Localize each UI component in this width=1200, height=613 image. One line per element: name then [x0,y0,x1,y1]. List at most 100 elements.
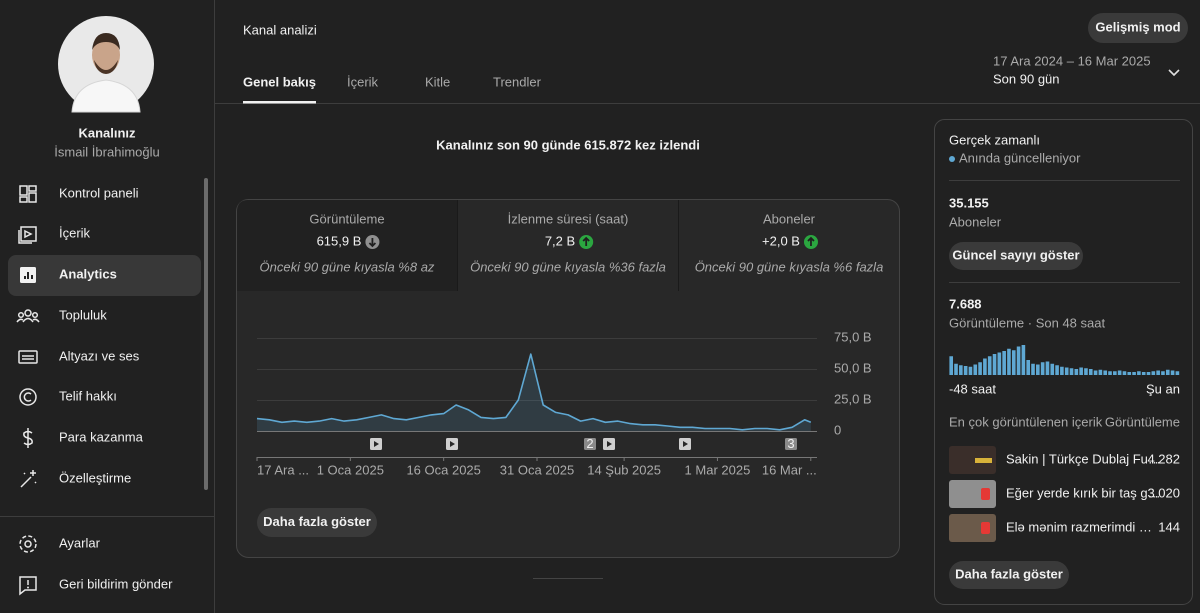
video-marker[interactable] [679,438,691,450]
content-views: 144 [1158,519,1180,534]
bar [1064,367,1069,375]
bar [1055,365,1059,375]
metric-comparison: Önceki 90 güne kıyasla %8 az [260,259,435,274]
bar [1021,345,1026,375]
bar [1060,366,1064,375]
channel-title: Kanalınız [78,125,136,140]
bar [1040,362,1045,375]
top-content-row[interactable]: Elə mənim razmerimdi … 144 [949,514,1180,542]
content-views: 4.282 [1147,451,1180,466]
advanced-mode-button[interactable] [1088,13,1188,43]
nav-icon [20,226,37,242]
channel-owner: İsmail İbrahimoğlu [54,144,160,159]
bar [1161,371,1165,375]
nav-item[interactable]: Para kazanma [23,428,144,448]
bar [1069,368,1074,375]
y-tick-label: 0 [834,422,841,437]
bar [1036,364,1040,375]
bar [1146,372,1151,375]
bar [1122,371,1127,375]
video-count-box [584,438,596,450]
bar [978,362,982,375]
tab[interactable]: Kitle [425,74,450,89]
video-marker[interactable] [370,438,382,450]
nav-item[interactable]: Telif hakkı [19,388,117,406]
realtime-card [934,119,1193,605]
bar [949,356,954,375]
tab[interactable]: Trendler [493,74,542,89]
period-dropdown[interactable] [1168,69,1180,77]
bar [968,366,973,375]
bar [1151,371,1156,375]
nav-icon [27,272,29,279]
nav-icon [17,311,25,319]
period: Son 90 gün [993,71,1060,86]
nav-label: Altyazı ve ses [59,348,140,363]
nav-item[interactable]: Topluluk [16,307,107,323]
bar [992,354,997,375]
footer-label: Ayarlar [59,535,101,550]
video-marker[interactable] [603,438,615,450]
current-count-button[interactable] [949,242,1083,270]
bar [1113,371,1117,375]
nav-icon [19,388,37,406]
bar [1074,369,1079,375]
bar [1016,346,1021,375]
metric-value: 615,9 B [317,233,362,248]
trend-arrow [582,236,590,246]
metric-label: İzlenme süresi (saat) [508,211,629,226]
sidebar-scrollbar[interactable] [204,178,208,490]
nav-icon [31,311,39,319]
bar [1108,371,1112,375]
tab[interactable]: Genel bakış [243,74,316,89]
content-title: Elə mənim razmerimdi … [1006,519,1152,534]
bar [954,363,958,375]
nav-item[interactable]: Özelleştirme [20,470,131,488]
bar [1098,369,1103,375]
footer-item[interactable]: Geri bildirim gönder [19,576,173,596]
views-label: Görüntüleme · Son 48 saat [949,315,1105,330]
nav-item[interactable]: İçerik [18,225,91,244]
footer-item[interactable]: Ayarlar [19,535,101,553]
nav-icon [23,428,33,448]
nav-icon [24,540,32,548]
bar [1141,372,1146,375]
x-tick-label: 16 Mar ... [762,462,817,477]
nav-icon [24,276,26,279]
line-area [257,354,811,431]
bar [1132,372,1136,375]
nav-icon [27,586,29,589]
nav-item[interactable]: Analytics [8,255,201,296]
bar [1093,370,1098,375]
nav-label: Para kazanma [59,429,144,444]
video-marker[interactable] [446,438,458,450]
bar [983,358,987,375]
nav-label: Topluluk [59,307,107,322]
bar [1165,369,1170,375]
video-count-marker[interactable]: 3 [785,436,797,451]
realtime-more-button[interactable] [949,561,1069,589]
avatar[interactable] [58,16,154,113]
top-content-row[interactable]: Eğer yerde kırık bir taş g…3.020 [949,480,1180,508]
nav-item[interactable]: Altyazı ve ses [18,348,140,364]
thumbnail [949,514,996,542]
tab-underline [243,101,316,104]
tab[interactable]: İçerik [347,74,379,89]
metric-value: 7,2 B [545,233,575,248]
x-tick-label: 17 Ara ... [257,462,309,477]
nav-item[interactable]: Kontrol paneli [19,185,139,203]
selected-metric-tile[interactable] [237,200,457,291]
overview-more-button[interactable] [257,508,377,537]
nav-icon [22,317,34,323]
bar [973,364,978,375]
bar [1127,372,1132,375]
bar [1050,363,1055,375]
video-count-marker[interactable]: 2 [584,436,596,451]
video-count: 2 [586,436,593,451]
nav-icon [18,230,32,244]
nav-icon [31,275,33,279]
metric-comparison: Önceki 90 güne kıyasla %6 fazla [695,259,884,274]
metric-label: Görüntüleme [309,211,384,226]
bar [1156,370,1160,375]
top-content-row[interactable]: Sakin | Türkçe Dublaj Fu…4.282 [949,446,1180,474]
